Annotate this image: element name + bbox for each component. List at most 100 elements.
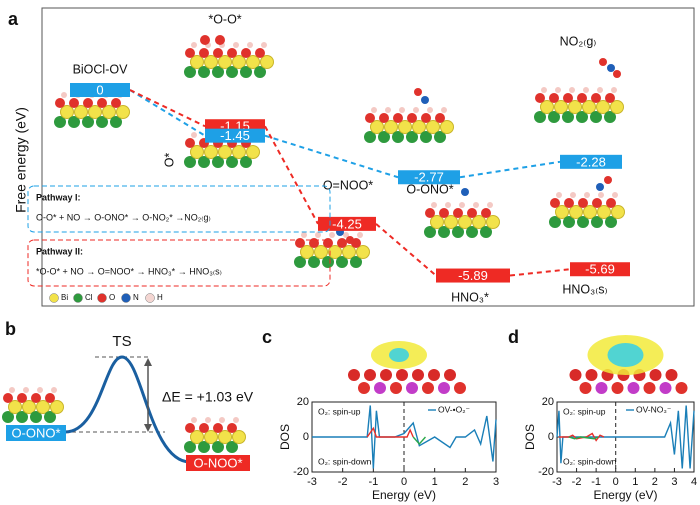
atom xyxy=(218,430,232,444)
atom xyxy=(110,116,122,128)
atom xyxy=(454,382,466,394)
atom xyxy=(61,92,67,98)
atom xyxy=(612,192,618,198)
atom xyxy=(226,441,238,453)
atom xyxy=(315,232,321,238)
x-tick-label: -3 xyxy=(552,476,562,488)
atom xyxy=(569,205,583,219)
atom xyxy=(576,111,588,123)
atom xyxy=(412,120,426,134)
x-tick-label: 1 xyxy=(632,476,638,488)
atom xyxy=(198,441,210,453)
atom xyxy=(461,188,469,196)
atom xyxy=(337,238,347,248)
dos-curve xyxy=(366,426,414,438)
atom xyxy=(604,111,616,123)
atom xyxy=(604,176,612,184)
atom xyxy=(568,100,582,114)
atom xyxy=(426,120,440,134)
atom xyxy=(481,208,491,218)
atom xyxy=(218,55,232,69)
atom xyxy=(379,113,389,123)
atom xyxy=(583,205,597,219)
y-tick-label: 20 xyxy=(542,396,554,408)
pathway-box xyxy=(27,239,331,287)
atom xyxy=(247,42,253,48)
atom xyxy=(198,66,210,78)
atom xyxy=(665,369,678,381)
atom xyxy=(445,202,451,208)
atom xyxy=(598,192,604,198)
atom xyxy=(440,120,454,134)
atom xyxy=(22,400,36,414)
atom xyxy=(422,382,434,394)
legend-swatch xyxy=(97,293,107,303)
legend-swatch xyxy=(49,293,59,303)
atom xyxy=(582,100,596,114)
atom xyxy=(591,93,601,103)
atom xyxy=(199,423,209,433)
species-label: O=NOO* xyxy=(323,178,373,192)
atom xyxy=(184,66,196,78)
atom xyxy=(17,393,27,403)
state-box xyxy=(6,425,66,441)
atom xyxy=(431,202,437,208)
legend-label: OV-•O₂⁻ xyxy=(438,404,470,414)
atom xyxy=(8,400,22,414)
atom xyxy=(227,423,237,433)
atom xyxy=(37,387,43,393)
x-tick-label: 4 xyxy=(691,476,697,488)
energy-level xyxy=(318,216,376,231)
atom xyxy=(226,156,238,168)
atom xyxy=(439,208,449,218)
pathway-box xyxy=(27,185,331,233)
x-tick-label: 1 xyxy=(432,476,438,488)
atom xyxy=(385,107,391,113)
atom xyxy=(421,113,431,123)
atom xyxy=(605,93,615,103)
atom xyxy=(392,131,404,143)
atom xyxy=(336,256,348,268)
atom xyxy=(60,105,74,119)
charge-density xyxy=(607,343,644,367)
atom xyxy=(232,430,246,444)
energy-value: -4.25 xyxy=(332,216,362,231)
atom xyxy=(643,382,656,394)
atom xyxy=(420,131,432,143)
legend-label: Bi xyxy=(61,293,68,302)
atom xyxy=(261,42,267,48)
atom xyxy=(569,369,582,381)
atom xyxy=(414,88,422,96)
dos-curve xyxy=(558,432,605,442)
legend-label: N xyxy=(133,293,139,302)
y-axis-label: Free energy (eV) xyxy=(13,107,29,213)
atom xyxy=(30,411,42,423)
atom xyxy=(486,215,500,229)
atom xyxy=(541,87,547,93)
atom xyxy=(597,205,611,219)
atom xyxy=(444,215,458,229)
x-tick-label: -1 xyxy=(368,476,378,488)
atom xyxy=(2,411,14,423)
x-tick-label: -2 xyxy=(338,476,348,488)
atom xyxy=(212,156,224,168)
atom xyxy=(365,113,375,123)
atom xyxy=(36,400,50,414)
pathway-link xyxy=(509,268,571,277)
atom xyxy=(427,107,433,113)
pathway-link xyxy=(129,89,206,137)
x-tick-label: -3 xyxy=(307,476,317,488)
atom xyxy=(611,205,625,219)
atom xyxy=(314,245,328,259)
atom xyxy=(213,423,223,433)
atom xyxy=(399,107,405,113)
pathway-title: Pathway I: xyxy=(36,192,81,202)
legend-label: O₂: spin-down xyxy=(318,456,372,466)
atom xyxy=(562,111,574,123)
atom xyxy=(549,216,561,228)
energy-level xyxy=(436,268,510,283)
atom xyxy=(218,145,232,159)
panel-label: d xyxy=(508,327,519,347)
energy-level xyxy=(70,83,130,97)
